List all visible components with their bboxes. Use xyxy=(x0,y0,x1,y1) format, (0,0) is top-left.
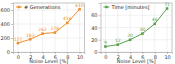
tick: 60 xyxy=(91,12,100,18)
tick: 10 xyxy=(164,52,170,60)
grid-line xyxy=(13,38,85,39)
series-line xyxy=(18,9,80,43)
panel: 02468100204060Noise Level [%]91220304671… xyxy=(91,2,172,64)
tick: 10 xyxy=(77,52,83,60)
marker xyxy=(166,7,169,10)
x-axis-title: Noise Level [%] xyxy=(29,58,68,64)
legend-swatch xyxy=(16,7,22,8)
y-axis: 0 200 400 600 xyxy=(0,4,13,56)
series-line xyxy=(105,9,167,47)
tick-label: 0 xyxy=(17,54,20,60)
tick-label: 0 xyxy=(7,49,10,55)
marker xyxy=(66,22,69,25)
tick: 0 xyxy=(7,49,13,55)
tick-mark xyxy=(99,52,101,53)
grid-line xyxy=(101,27,173,28)
tick-label: 20 xyxy=(91,37,97,43)
legend: # Generations xyxy=(16,4,61,10)
data-label: 71 xyxy=(164,2,170,7)
data-label: 20 xyxy=(127,33,133,38)
legend: Time [minutes] xyxy=(104,4,150,10)
plot-background xyxy=(101,3,173,52)
y-axis: 0 20 40 60 xyxy=(91,4,101,56)
tick-mark xyxy=(99,15,101,16)
axis-line xyxy=(99,4,102,53)
tick-mark xyxy=(11,24,13,25)
marker xyxy=(116,43,119,46)
data-label: 610 xyxy=(75,3,84,8)
marker xyxy=(54,31,57,34)
figure: 02468100200400600Noise Level [%]12718226… xyxy=(0,0,175,64)
marker xyxy=(153,23,156,26)
plot-area xyxy=(17,8,81,44)
axis-line xyxy=(11,4,14,53)
panel: 02468100200400600Noise Level [%]12718226… xyxy=(0,3,85,64)
tick-label: 0 xyxy=(104,54,107,60)
tick: 0 xyxy=(94,49,100,55)
axis-line xyxy=(14,53,86,55)
tick-mark xyxy=(11,10,13,11)
marker xyxy=(17,42,20,45)
grid-line xyxy=(167,3,168,52)
tick-label: 10 xyxy=(77,54,83,60)
tick-label: 600 xyxy=(0,7,10,13)
grid-line xyxy=(130,3,131,52)
legend-label: Time [minutes] xyxy=(111,4,150,10)
marker xyxy=(129,38,132,41)
tick-mark xyxy=(99,28,101,29)
tick-label: 400 xyxy=(0,21,10,27)
tick: 0 xyxy=(104,52,107,60)
tick-label: 200 xyxy=(0,35,10,41)
tick: 200 xyxy=(0,35,13,41)
marker xyxy=(41,32,44,35)
data-label: 46 xyxy=(152,17,158,22)
grid-line xyxy=(79,3,80,52)
data-label: 12 xyxy=(115,38,121,43)
plot-background xyxy=(13,3,85,52)
tick: 400 xyxy=(0,21,13,27)
data-label: 416 xyxy=(63,16,72,21)
tick-label: 60 xyxy=(91,12,97,18)
marker xyxy=(104,45,107,48)
grid-line xyxy=(67,3,68,52)
tick: 20 xyxy=(91,37,100,43)
tick-mark xyxy=(11,52,13,53)
grid-line xyxy=(101,39,173,40)
tick: 40 xyxy=(91,25,100,31)
frame xyxy=(84,3,85,52)
grid-line xyxy=(117,3,118,52)
legend-label: # Generations xyxy=(24,4,61,10)
data-label: 9 xyxy=(104,40,107,45)
x-axis-title: Noise Level [%] xyxy=(117,58,156,64)
plot-area xyxy=(104,7,168,48)
grid-line xyxy=(13,24,85,25)
grid-line xyxy=(30,3,31,52)
legend-marker xyxy=(18,6,20,8)
data-label: 262 xyxy=(38,27,47,32)
grid-line xyxy=(17,3,18,52)
tick: 0 xyxy=(17,52,20,60)
legend-marker xyxy=(105,6,107,8)
data-label: 278 xyxy=(51,26,60,31)
marker xyxy=(78,8,81,11)
axis-line xyxy=(101,53,173,55)
marker xyxy=(29,38,32,41)
tick-label: 0 xyxy=(94,49,97,55)
tick: 600 xyxy=(0,7,13,13)
data-label: 30 xyxy=(140,27,146,32)
tick-label: 10 xyxy=(164,54,170,60)
data-label: 127 xyxy=(14,37,23,42)
data-label: 182 xyxy=(26,33,35,38)
frame xyxy=(172,3,173,52)
legend-swatch xyxy=(104,7,110,8)
tick-mark xyxy=(99,40,101,41)
tick-label: 40 xyxy=(91,25,97,31)
grid-line xyxy=(154,3,155,52)
marker xyxy=(141,32,144,35)
